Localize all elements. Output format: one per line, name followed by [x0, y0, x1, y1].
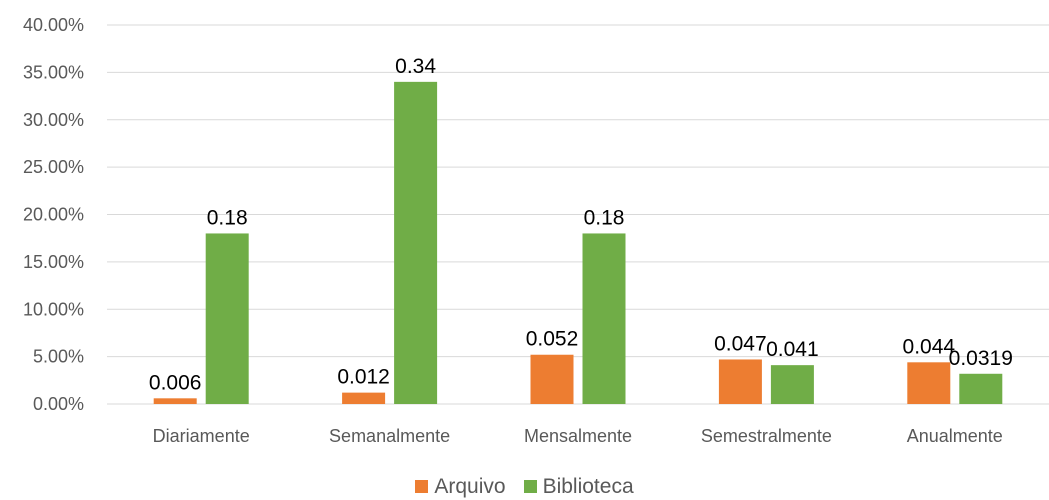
y-tick-label: 10.00%	[23, 299, 84, 319]
y-tick-label: 35.00%	[23, 62, 84, 82]
y-tick-label: 20.00%	[23, 205, 84, 225]
data-label: 0.041	[766, 338, 819, 361]
y-tick-label: 40.00%	[23, 15, 84, 35]
data-label: 0.047	[714, 332, 767, 355]
gridlines	[107, 24, 1049, 405]
legend-swatch-arquivo	[415, 480, 429, 493]
y-tick-label: 15.00%	[23, 252, 84, 272]
y-tick-label: 5.00%	[33, 347, 84, 367]
legend-swatch-biblioteca	[523, 480, 537, 493]
legend-label-arquivo: Arquivo	[434, 474, 506, 498]
data-labels: 0.006 0.18 0.012 0.34 0.052 0.18 0.047 0.041 0.0…	[149, 55, 1013, 394]
data-label: 0.006	[149, 371, 202, 394]
y-axis-tick-labels: 0.00% 5.00% 10.00% 15.00% 20.00% 25.00% 30.00%…	[23, 15, 84, 414]
x-category-label: Semestralmente	[701, 426, 832, 446]
data-label: 0.34	[395, 55, 436, 78]
legend-label-biblioteca: Biblioteca	[542, 474, 634, 498]
y-tick-label: 30.00%	[23, 110, 84, 130]
legend-item-biblioteca: Biblioteca	[523, 474, 634, 499]
legend-item-arquivo: Arquivo	[415, 474, 506, 499]
data-label: 0.012	[337, 366, 390, 389]
data-label: 0.0319	[949, 347, 1013, 370]
bar-arquivo-semanalmente	[342, 392, 386, 404]
bar-biblioteca-anualmente	[959, 373, 1003, 404]
bar-biblioteca-semanalmente	[394, 81, 438, 404]
data-label: 0.052	[526, 328, 579, 351]
bars	[153, 81, 1003, 404]
bar-biblioteca-diariamente	[205, 233, 249, 404]
x-category-label: Mensalmente	[524, 426, 632, 446]
x-category-label: Semanalmente	[329, 426, 450, 446]
legend: Arquivo Biblioteca	[0, 473, 1049, 500]
bar-biblioteca-mensalmente	[582, 233, 626, 404]
x-category-label: Diariamente	[153, 426, 250, 446]
bar-arquivo-mensalmente	[530, 354, 574, 404]
y-tick-label: 0.00%	[33, 394, 84, 414]
y-tick-label: 25.00%	[23, 157, 84, 177]
data-label: 0.18	[207, 206, 248, 229]
bar-arquivo-anualmente	[907, 362, 951, 404]
data-label: 0.044	[903, 335, 956, 358]
bar-arquivo-diariamente	[153, 398, 197, 404]
bar-arquivo-semestralmente	[718, 359, 762, 404]
data-label: 0.18	[584, 206, 625, 229]
x-axis-category-labels: Diariamente Semanalmente Mensalmente Semest…	[153, 426, 1003, 446]
bar-biblioteca-semestralmente	[770, 365, 814, 404]
x-category-label: Anualmente	[907, 426, 1003, 446]
